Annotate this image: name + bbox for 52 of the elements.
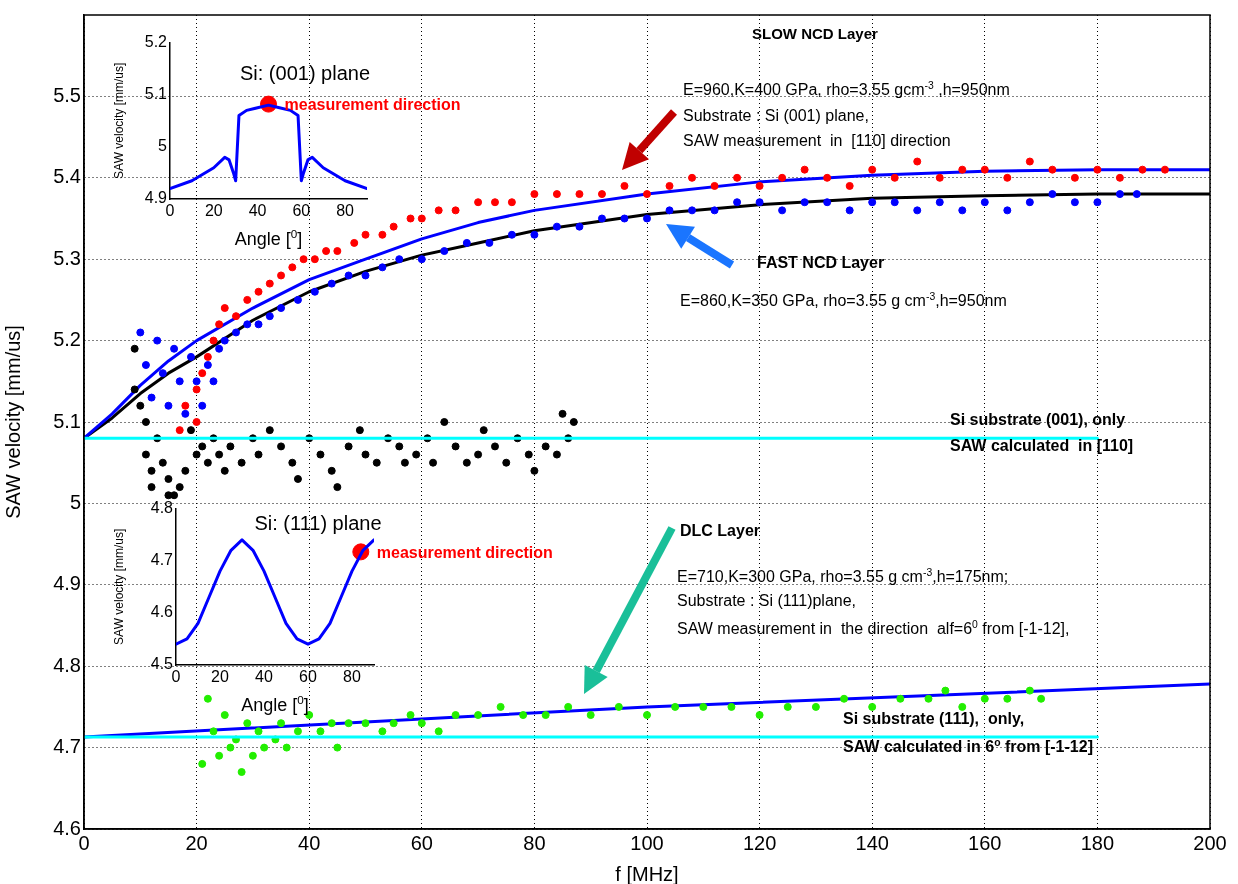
- x-tick-label: 0: [171, 668, 181, 686]
- annotation: SLOW NCD Layer: [752, 25, 879, 42]
- x-tick-label: 20: [204, 202, 223, 220]
- annotation: DLC Layer: [680, 522, 761, 539]
- y-tick-label: 5.4: [53, 165, 81, 188]
- x-tick-label: 20: [211, 668, 229, 686]
- y-axis-title: SAW velocity [mm/us]: [111, 62, 126, 179]
- annotation: FAST NCD Layer: [757, 254, 885, 271]
- y-tick-label: 5.2: [53, 328, 81, 351]
- y-tick-label: 4.6: [150, 603, 174, 621]
- x-tick-label: 80: [336, 202, 355, 220]
- y-tick-label: 5.2: [144, 33, 168, 51]
- y-tick-label: 4.7: [53, 735, 81, 758]
- annotation: Si substrate (001), only: [950, 411, 1126, 428]
- y-tick-label: 5.1: [53, 409, 81, 432]
- x-tick-label: 120: [742, 831, 777, 854]
- x-tick-label: 0: [165, 202, 175, 220]
- y-tick-label: 5.1: [144, 85, 168, 103]
- annotation: SAW measurement in [110] direction: [683, 132, 951, 149]
- y-axis-title: SAW velocity [mm/us]: [111, 528, 126, 645]
- x-tick-label: 200: [1193, 831, 1227, 854]
- y-tick-label: 5.3: [53, 246, 81, 269]
- y-axis-title: SAW velocity [mm/us]: [1, 325, 24, 519]
- x-tick-label: 100: [630, 831, 664, 854]
- text: Si: (001) plane: [239, 62, 371, 84]
- annotation: Substrate : Si (001) plane,: [683, 107, 869, 124]
- x-tick-label: 80: [523, 831, 546, 854]
- series-label: measurement direction: [376, 543, 553, 561]
- x-tick-label: 180: [1080, 831, 1115, 854]
- y-tick-label: 5.5: [53, 83, 81, 106]
- x-tick-label: 160: [968, 831, 1002, 854]
- annotation: SAW calculated in [110]: [950, 437, 1134, 454]
- chart-title: Si: (111) plane: [254, 512, 382, 534]
- y-tick-label: 5: [69, 490, 81, 513]
- y-tick-label: 5: [158, 137, 168, 155]
- x-tick-label: 40: [248, 202, 267, 220]
- x-tick-label: 60: [299, 668, 317, 686]
- y-tick-label: 4.9: [53, 572, 81, 595]
- x-tick-label: 80: [343, 668, 361, 686]
- x-tick-label: 40: [255, 668, 273, 686]
- x-tick-label: 20: [185, 831, 208, 854]
- x-tick-label: 40: [298, 831, 321, 854]
- x-tick-label: 140: [855, 831, 889, 854]
- series-label: measurement direction: [284, 96, 461, 114]
- y-tick-label: 4.7: [150, 551, 174, 569]
- y-tick-label: 4.8: [150, 499, 174, 517]
- annotation: Substrate : Si (111)plane,: [677, 592, 857, 609]
- annotation: Si substrate (111), only,: [843, 710, 1025, 727]
- x-tick-label: 60: [292, 202, 311, 220]
- y-tick-label: 4.8: [53, 653, 81, 676]
- y-tick-label: 4.6: [53, 816, 81, 839]
- x-tick-label: 60: [410, 831, 433, 854]
